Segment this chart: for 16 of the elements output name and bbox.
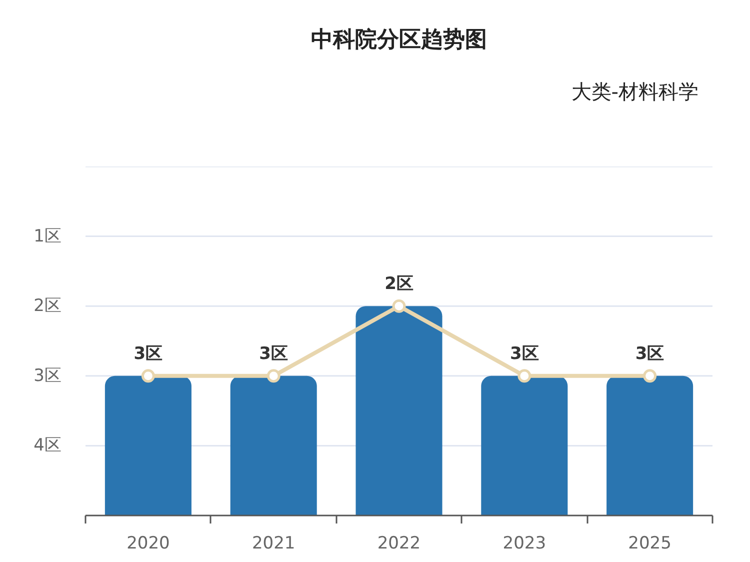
data-label: 2区 bbox=[384, 274, 414, 294]
x-tick-label: 2020 bbox=[126, 534, 170, 554]
data-label: 3区 bbox=[134, 344, 163, 364]
data-label: 3区 bbox=[635, 344, 664, 364]
x-tick-label: 2021 bbox=[252, 534, 296, 554]
x-tick-label: 2022 bbox=[377, 534, 421, 554]
chart-subtitle: 大类-材料科学 bbox=[571, 80, 698, 104]
data-label: 3区 bbox=[510, 344, 539, 364]
y-tick-label: 2区 bbox=[34, 296, 62, 316]
x-tick-label: 2023 bbox=[502, 534, 546, 554]
x-tick-label: 2025 bbox=[628, 534, 672, 554]
y-tick-label: 3区 bbox=[34, 366, 62, 386]
y-tick-label: 1区 bbox=[34, 226, 62, 246]
y-tick-label: 4区 bbox=[34, 436, 62, 456]
data-label: 3区 bbox=[259, 344, 288, 364]
chart-title: 中科院分区趋势图 bbox=[311, 28, 487, 52]
